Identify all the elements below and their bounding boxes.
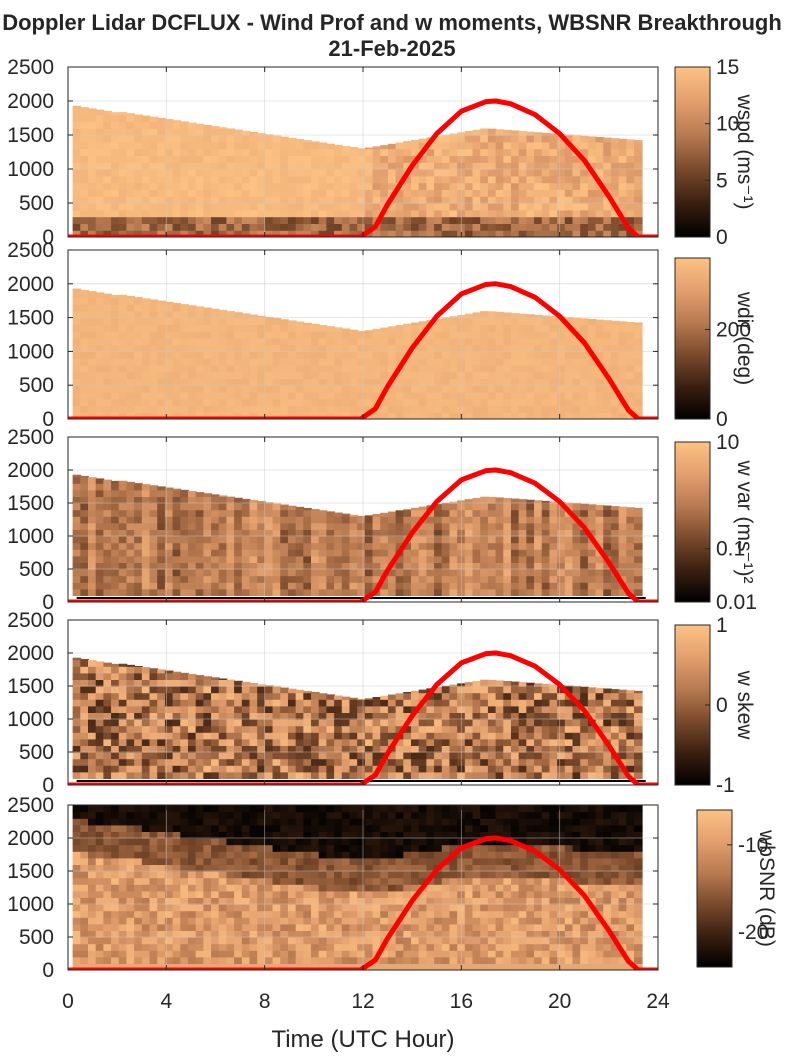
colorbar-tick-label: 5 [716, 169, 728, 192]
y-tick-label: 2000 [7, 273, 54, 296]
colorbar [674, 441, 711, 603]
y-tick-label: 0 [42, 408, 54, 431]
y-tick-label: 2500 [7, 794, 54, 817]
panel-3: 0 500 1000 1500 2000 2500 0.01 0.1 10 w var (ms⁻¹… [7, 426, 757, 614]
y-tick-label: 1000 [7, 893, 54, 916]
colorbar-tick-label: 0 [716, 226, 728, 249]
colorbar-label: wdir (deg) [733, 291, 756, 385]
y-tick-label: 2500 [7, 56, 54, 79]
colorbar-tick-label: -1 [716, 774, 735, 797]
sun-elevation-curve [68, 650, 658, 785]
y-tick-label: 2000 [7, 459, 54, 482]
colorbar-label: w skew [733, 670, 756, 741]
sun-elevation-curve [68, 835, 658, 970]
colorbar-label: wbSNR (dB) [755, 829, 778, 947]
y-tick-label: 2500 [7, 609, 54, 632]
y-tick-label: 1500 [7, 860, 54, 883]
x-tick-labels: 0 4 8 12 16 20 24 [62, 990, 670, 1013]
panel-4: 0 500 1000 1500 2000 2500 -1 0 1 w skew [7, 609, 756, 797]
colorbar-tick-label: 1 [716, 614, 728, 637]
sun-elevation-curve [68, 281, 658, 419]
colorbar-tick-label: 0.01 [716, 591, 757, 614]
y-tick-label: 2000 [7, 827, 54, 850]
y-tick-label: 0 [42, 226, 54, 249]
colorbar [674, 66, 711, 238]
colorbar [696, 809, 733, 968]
y-tick-label: 1000 [7, 525, 54, 548]
x-tick-label: 4 [160, 990, 172, 1013]
y-tick-label: 0 [42, 774, 54, 797]
y-tick-label: 1000 [7, 708, 54, 731]
y-tick-label: 0 [42, 959, 54, 982]
x-tick-label: 12 [351, 990, 374, 1013]
y-tick-label: 2000 [7, 642, 54, 665]
colorbar-tick-label: 0.1 [716, 538, 745, 561]
x-tick-label: 16 [450, 990, 473, 1013]
y-tick-label: 500 [19, 741, 54, 764]
y-tick-label: 500 [19, 374, 54, 397]
x-tick-label: 20 [548, 990, 571, 1013]
colorbar-label: w var (ms⁻¹)² [733, 459, 756, 583]
heatmap [72, 657, 646, 783]
sun-elevation-curve [68, 98, 658, 237]
colorbar [674, 257, 711, 420]
colorbar-tick-label: 0 [716, 694, 728, 717]
panel-1: 0 500 1000 1500 2000 2500 0 5 10 15 wspd (ms⁻¹) [7, 56, 756, 249]
y-tick-label: 1000 [7, 158, 54, 181]
y-tick-label: 1500 [7, 675, 54, 698]
y-tick-label: 1500 [7, 124, 54, 147]
y-tick-label: 2500 [7, 426, 54, 449]
colorbar [674, 624, 711, 786]
y-tick-label: 2000 [7, 90, 54, 113]
colorbar-tick-label: -10 [738, 834, 768, 857]
x-tick-label: 24 [646, 990, 670, 1013]
colorbar-tick-label: 0 [716, 408, 728, 431]
heatmap [72, 288, 643, 419]
x-axis-label: Time (UTC Hour) [271, 1026, 454, 1053]
y-tick-label: 0 [42, 591, 54, 614]
y-tick-label: 1500 [7, 307, 54, 330]
y-tick-label: 1000 [7, 340, 54, 363]
colorbar-tick-label: 10 [716, 431, 739, 454]
y-tick-label: 500 [19, 192, 54, 215]
y-tick-label: 2500 [7, 239, 54, 262]
colorbar-tick-label: -20 [738, 921, 768, 944]
figure-title: Doppler Lidar DCFLUX - Wind Prof and w m… [2, 10, 782, 35]
colorbar-label: wspd (ms⁻¹) [733, 94, 756, 210]
heatmap [72, 805, 643, 970]
colorbar-tick-label: 200 [716, 319, 751, 342]
colorbar-tick-label: 10 [716, 113, 739, 136]
y-tick-label: 500 [19, 558, 54, 581]
colorbar-tick-label: 15 [716, 56, 739, 79]
heatmap [72, 105, 643, 237]
sun-elevation-curve [68, 467, 658, 602]
figure-date: 21-Feb-2025 [328, 36, 455, 61]
x-tick-label: 0 [62, 990, 74, 1013]
x-tick-label: 8 [259, 990, 271, 1013]
y-tick-label: 500 [19, 926, 54, 949]
y-tick-label: 1500 [7, 492, 54, 515]
